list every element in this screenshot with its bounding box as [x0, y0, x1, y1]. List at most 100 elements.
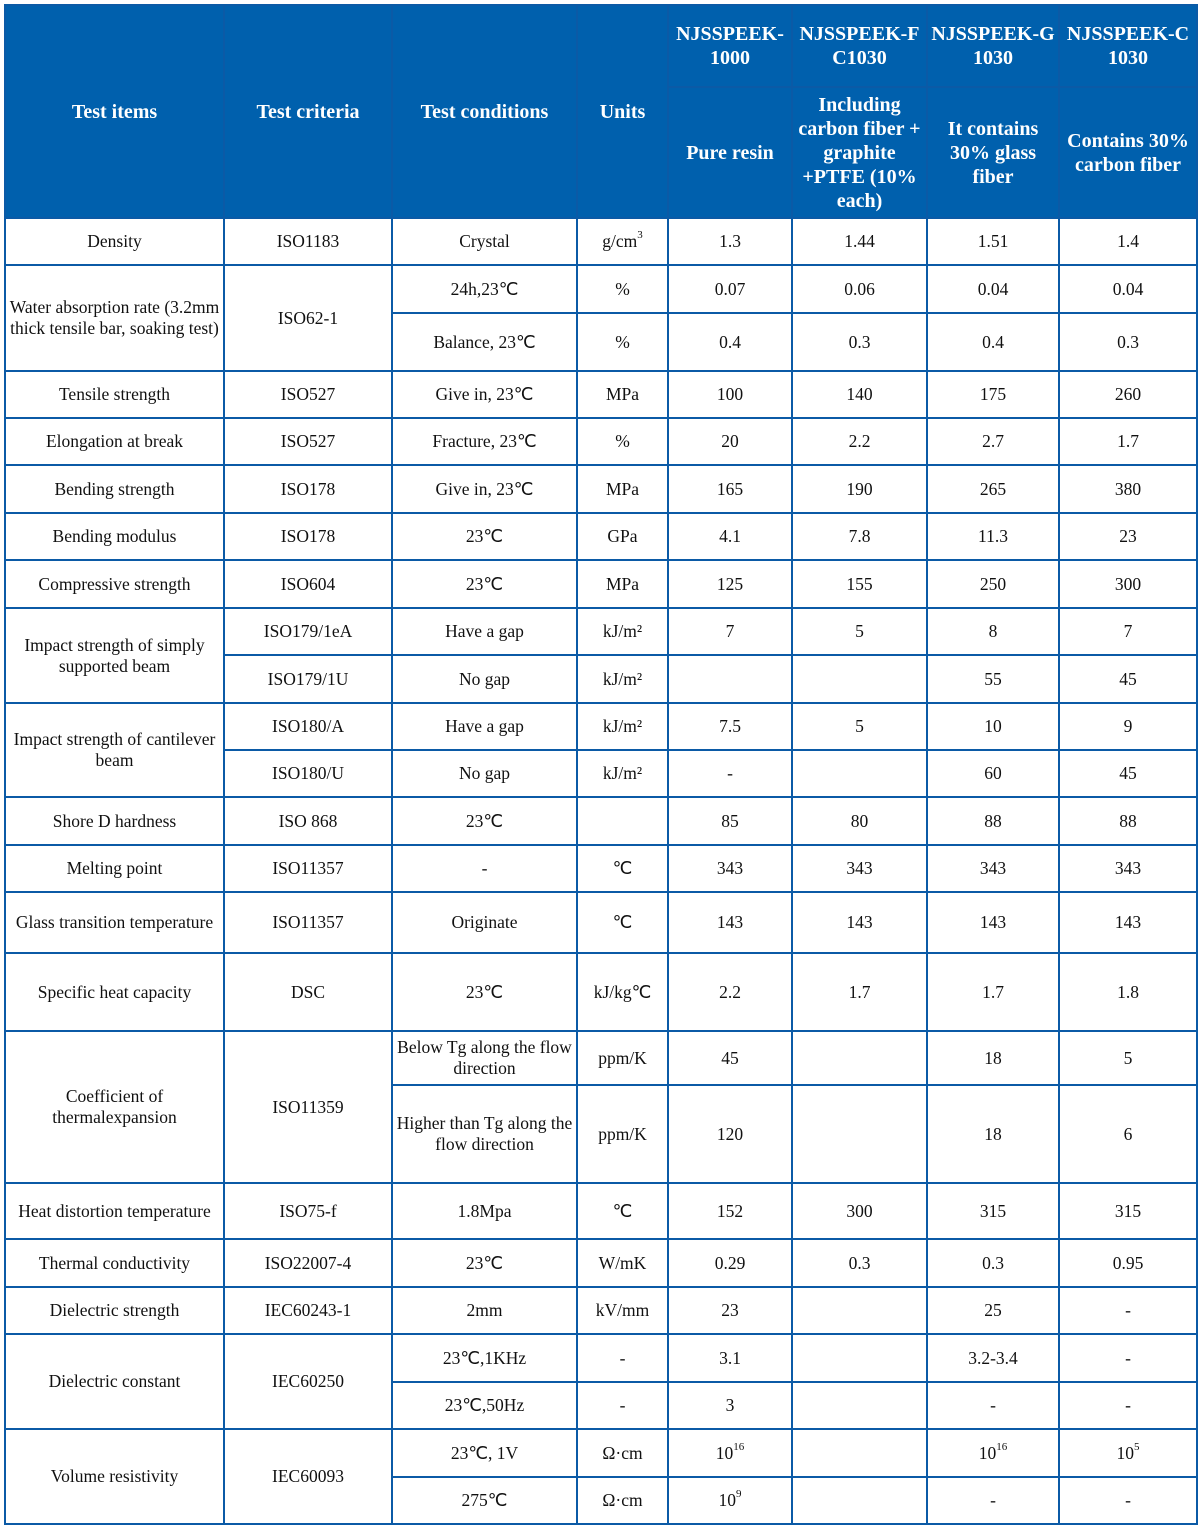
table-cell: ISO11359	[223, 1030, 393, 1184]
cell-text: Crystal	[459, 231, 510, 251]
cell-text: ISO75-f	[279, 1200, 337, 1221]
cell-text: 343	[979, 858, 1007, 878]
cell-text: ℃	[612, 1200, 633, 1221]
table-cell: Fracture, 23℃	[391, 417, 578, 466]
table-row: Compressive strength ISO604 23℃ MPa 125 155 25…	[4, 559, 1198, 609]
cell-text: ℃	[612, 912, 633, 932]
cell-text: 23℃	[465, 981, 504, 1002]
cell-text: ISO11359	[272, 1096, 344, 1117]
cell-text: kJ/m²	[602, 668, 643, 689]
cell-text: Ω·cm	[602, 1490, 643, 1510]
table-cell: 3.1	[667, 1333, 793, 1383]
cell-text: 23℃	[465, 526, 504, 546]
cell-text: Shore D hardness	[52, 810, 177, 831]
cell-text: 143	[846, 912, 873, 932]
cell-text: IEC60093	[272, 1466, 344, 1486]
table-cell: %	[576, 417, 669, 466]
table-cell: ISO75-f	[223, 1182, 393, 1240]
cell-text: ISO179/1U	[267, 668, 349, 689]
header-test-items: Test items	[4, 4, 225, 219]
cell-text: 9	[1123, 716, 1133, 736]
table-cell: 0.04	[1058, 264, 1198, 314]
cell-text: 343	[716, 858, 744, 878]
cell-text: 23℃, 1V	[450, 1442, 519, 1463]
table-cell	[791, 749, 928, 798]
cell-text: 250	[979, 573, 1007, 594]
table-cell: No gap	[391, 749, 578, 798]
table-cell: 85	[667, 796, 793, 846]
header-test-conditions: Test conditions	[391, 4, 578, 219]
table-cell: ISO1183	[223, 217, 393, 266]
table-cell: 88	[1058, 796, 1198, 846]
cell-text: Elongation at break	[45, 431, 184, 451]
table-cell: Impact strength of cantilever beam	[4, 702, 225, 798]
table-cell: 0.07	[667, 264, 793, 314]
table-cell: 250	[926, 559, 1060, 609]
cell-text: 45	[1119, 763, 1137, 783]
cell-text: Melting point	[66, 858, 163, 878]
table-header: Test items Test criteria Test conditions…	[4, 4, 1198, 219]
cell-text: 4.1	[719, 526, 741, 546]
table-cell: 7.8	[791, 512, 928, 561]
table-row: Specific heat capacity DSC 23℃ kJ/kg℃ 2.2 1.7…	[4, 952, 1198, 1032]
table-cell: 8	[926, 607, 1060, 656]
table-cell: 1.7	[1058, 417, 1198, 466]
cell-text: 18	[984, 1047, 1002, 1068]
cell-text: 23	[721, 1300, 739, 1320]
table-cell	[791, 1333, 928, 1383]
table-cell: IEC60093	[223, 1428, 393, 1525]
cell-text: 10	[978, 1442, 997, 1463]
table-cell: Bending modulus	[4, 512, 225, 561]
cell-text: 7	[1123, 621, 1133, 641]
table-cell: ISO179/1eA	[223, 607, 393, 656]
table-cell: 9	[1058, 702, 1198, 751]
table-cell: 0.06	[791, 264, 928, 314]
table-cell: Higher than Tg along the flow direction	[391, 1084, 578, 1184]
cell-text: 1.4	[1117, 231, 1139, 251]
table-cell: 23	[667, 1286, 793, 1335]
table-cell: 165	[667, 464, 793, 514]
table-cell: 80	[791, 796, 928, 846]
table-row: Higher than Tg along the flow direction p…	[5, 1084, 1198, 1184]
cell-text: -	[990, 1490, 996, 1510]
cell-text: 45	[721, 1047, 739, 1068]
table-cell: 100	[667, 370, 793, 419]
cell-text: MPa	[605, 478, 640, 499]
cell-text: -	[1125, 1490, 1131, 1510]
table-cell: kJ/m²	[576, 702, 669, 751]
cell-text: 175	[979, 384, 1007, 404]
cell-text: -	[619, 1395, 626, 1415]
table-cell: 1016	[926, 1428, 1060, 1478]
table-cell: 60	[926, 749, 1060, 798]
table-cell: 0.4	[926, 312, 1060, 372]
cell-text: 2.2	[848, 431, 871, 451]
cell-text: 23℃,50Hz	[444, 1395, 525, 1415]
header-grade: NJSSPEEK-C1030	[1058, 4, 1198, 88]
cell-text: 380	[1114, 478, 1142, 499]
cell-text: Heat distortion temperature	[18, 1200, 211, 1221]
table-cell: 23℃,1KHz	[391, 1333, 578, 1383]
table-cell: 315	[926, 1182, 1060, 1240]
table-cell: No gap	[391, 654, 578, 704]
cell-text: 23℃	[465, 810, 504, 831]
table-cell: ISO11357	[223, 891, 393, 954]
table-cell: Crystal	[391, 217, 578, 266]
cell-text: 5	[855, 716, 864, 736]
table-cell: 1016	[667, 1428, 793, 1478]
table-cell: -	[391, 844, 578, 893]
table-cell: Below Tg along the flow direction	[391, 1030, 578, 1086]
table-cell: 45	[1058, 654, 1198, 704]
table-cell: Have a gap	[391, 607, 578, 656]
cell-text: 20	[721, 431, 739, 451]
table-row: 23℃,50Hz - 3 - -	[5, 1381, 1198, 1430]
cell-text: 23℃	[465, 573, 504, 594]
cell-text: 0.4	[719, 331, 741, 352]
table-cell: IEC60243-1	[223, 1286, 393, 1335]
cell-text: 10	[1116, 1442, 1135, 1463]
table-cell: -	[1058, 1476, 1198, 1525]
table-cell: 20	[667, 417, 793, 466]
cell-text: 0.3	[1117, 331, 1139, 352]
cell-text: 143	[1114, 912, 1142, 932]
cell-text: 10	[718, 1490, 737, 1510]
cell-text: Density	[87, 231, 142, 251]
